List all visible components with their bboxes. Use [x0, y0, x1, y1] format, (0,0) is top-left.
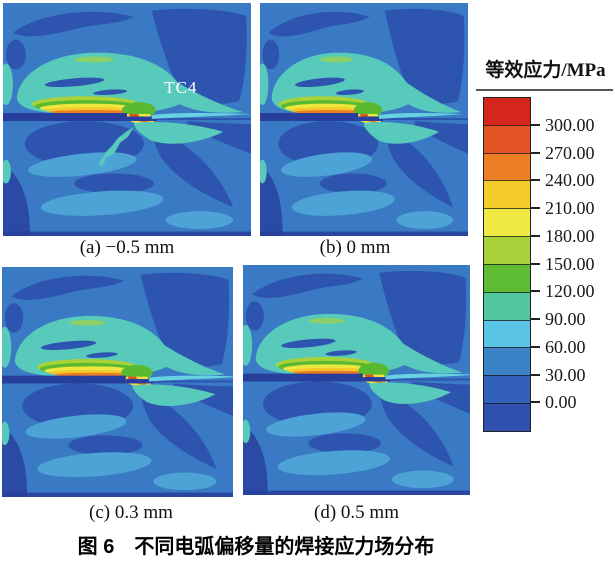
colorbar-segment	[484, 208, 530, 237]
colorbar-legend: 等效应力/MPa 300.00 270.00 240.00 210.00 180.00 1…	[476, 55, 615, 455]
stress-contour-plot-a	[3, 3, 251, 236]
colorbar-tick-label: 300.00	[545, 114, 595, 135]
colorbar-tick-label: 270.00	[545, 142, 595, 163]
colorbar-tick-label: 120.00	[545, 281, 595, 302]
colorbar-segment	[484, 375, 530, 404]
colorbar-tick-mark	[531, 207, 540, 209]
contour-panel-a: TC4	[3, 3, 251, 236]
colorbar-segment	[484, 319, 530, 348]
colorbar-tick-mark	[531, 318, 540, 320]
legend-divider	[476, 89, 613, 91]
colorbar-segment	[484, 98, 530, 125]
colorbar-tick-label: 210.00	[545, 198, 595, 218]
stress-contour-plot-d	[243, 265, 470, 495]
colorbar-segment	[484, 291, 530, 320]
contour-panel-b	[260, 3, 468, 236]
colorbar-tick-label: 180.00	[545, 225, 595, 246]
contour-panel-d	[243, 265, 470, 495]
panel-caption-d: (d) 0.5 mm	[314, 502, 399, 523]
panel-caption-c: (c) 0.3 mm	[89, 502, 173, 523]
colorbar-tick-mark	[531, 262, 540, 265]
colorbar-tick-mark	[531, 401, 540, 404]
colorbar-tick-mark	[531, 345, 540, 348]
colorbar-tick-label: 150.00	[545, 253, 595, 274]
stress-contour-plot-c	[2, 267, 233, 497]
colorbar-segment	[484, 347, 530, 376]
colorbar-tick-label: 60.00	[545, 336, 586, 357]
colorbar-segment	[484, 124, 530, 153]
colorbar-tick-label: 30.00	[545, 364, 586, 385]
colorbar-segment	[484, 263, 530, 292]
figure-caption: 图 6 不同电弧偏移量的焊接应力场分布	[77, 536, 435, 558]
colorbar-segment	[484, 403, 530, 431]
panel-caption-b: (b) 0 mm	[319, 237, 391, 258]
colorbar-tick-label: 90.00	[545, 309, 586, 329]
colorbar	[483, 97, 531, 432]
colorbar-title: 等效应力/MPa	[485, 60, 606, 81]
colorbar-tick-mark	[531, 234, 540, 237]
colorbar-segment	[484, 180, 530, 209]
colorbar-tick-label: 0.00	[545, 392, 577, 413]
contour-panel-c	[2, 267, 233, 497]
colorbar-segment	[484, 236, 530, 264]
colorbar-tick-label: 240.00	[545, 170, 595, 191]
colorbar-tick-mark	[531, 373, 540, 376]
colorbar-tick-mark	[531, 151, 540, 154]
colorbar-tick-mark	[531, 123, 540, 126]
stress-contour-plot-b	[260, 3, 468, 236]
colorbar-tick-mark	[531, 179, 540, 182]
colorbar-tick-mark	[531, 290, 540, 293]
colorbar-segment	[484, 152, 530, 181]
panel-caption-a: (a) −0.5 mm	[79, 237, 175, 258]
material-label-tc4: TC4	[164, 77, 198, 97]
